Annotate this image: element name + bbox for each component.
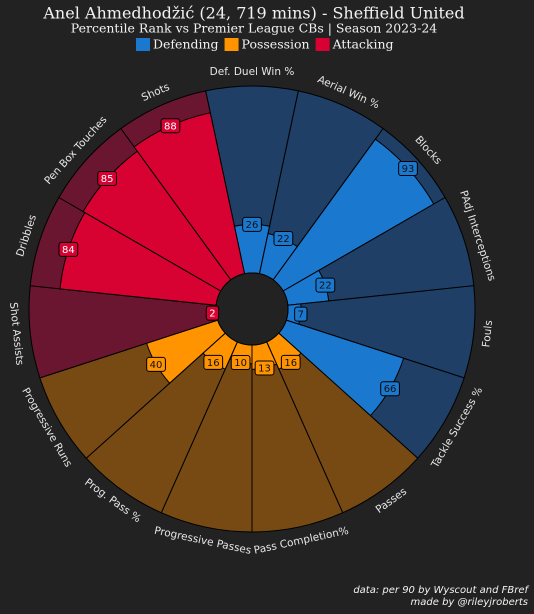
value-label: 93 <box>402 164 415 175</box>
chart-title: Anel Ahmedhodžić (24, 719 mins) - Sheffi… <box>42 4 464 23</box>
chart-subtitle: Percentile Rank vs Premier League CBs | … <box>71 21 438 36</box>
value-box <box>294 306 308 322</box>
value-box <box>398 161 418 177</box>
value-box <box>203 354 224 370</box>
legend-label: Possession <box>242 37 310 52</box>
value-label: 40 <box>150 360 163 371</box>
value-label: 13 <box>258 363 271 374</box>
legend-swatch <box>224 38 239 51</box>
legend-swatch <box>315 38 330 51</box>
value-box <box>242 216 262 232</box>
category-label: Def. Duel Win % <box>210 66 295 78</box>
value-label: 66 <box>384 384 397 395</box>
value-label: 85 <box>101 174 114 185</box>
value-box <box>230 355 251 371</box>
value-label: 16 <box>284 358 297 369</box>
value-label: 84 <box>62 245 75 256</box>
value-label: 7 <box>298 310 304 321</box>
value-box <box>58 241 79 257</box>
value-box <box>160 118 181 134</box>
value-label: 2 <box>209 309 215 320</box>
value-box <box>205 305 220 321</box>
value-box <box>97 171 117 187</box>
value-label: 22 <box>277 234 290 245</box>
value-box <box>254 360 275 376</box>
value-box <box>380 381 400 397</box>
value-box <box>273 231 294 247</box>
value-box <box>280 354 301 370</box>
legend-swatch <box>136 38 150 51</box>
credit: made by @rileyjroberts <box>411 597 528 608</box>
value-label: 88 <box>164 121 177 132</box>
value-label: 10 <box>234 358 247 369</box>
legend-label: Defending <box>153 37 219 52</box>
credit: data: per 90 by Wyscout and FBref <box>353 585 529 596</box>
legend-label: Attacking <box>332 37 394 52</box>
value-label: 26 <box>246 220 259 231</box>
value-box <box>146 356 166 372</box>
category-label: Fouls <box>480 320 495 348</box>
value-label: 22 <box>319 281 332 292</box>
value-box <box>315 277 336 293</box>
value-label: 16 <box>207 358 220 369</box>
legend: Defending Possession Attacking <box>136 37 394 52</box>
center-hole <box>215 272 289 346</box>
